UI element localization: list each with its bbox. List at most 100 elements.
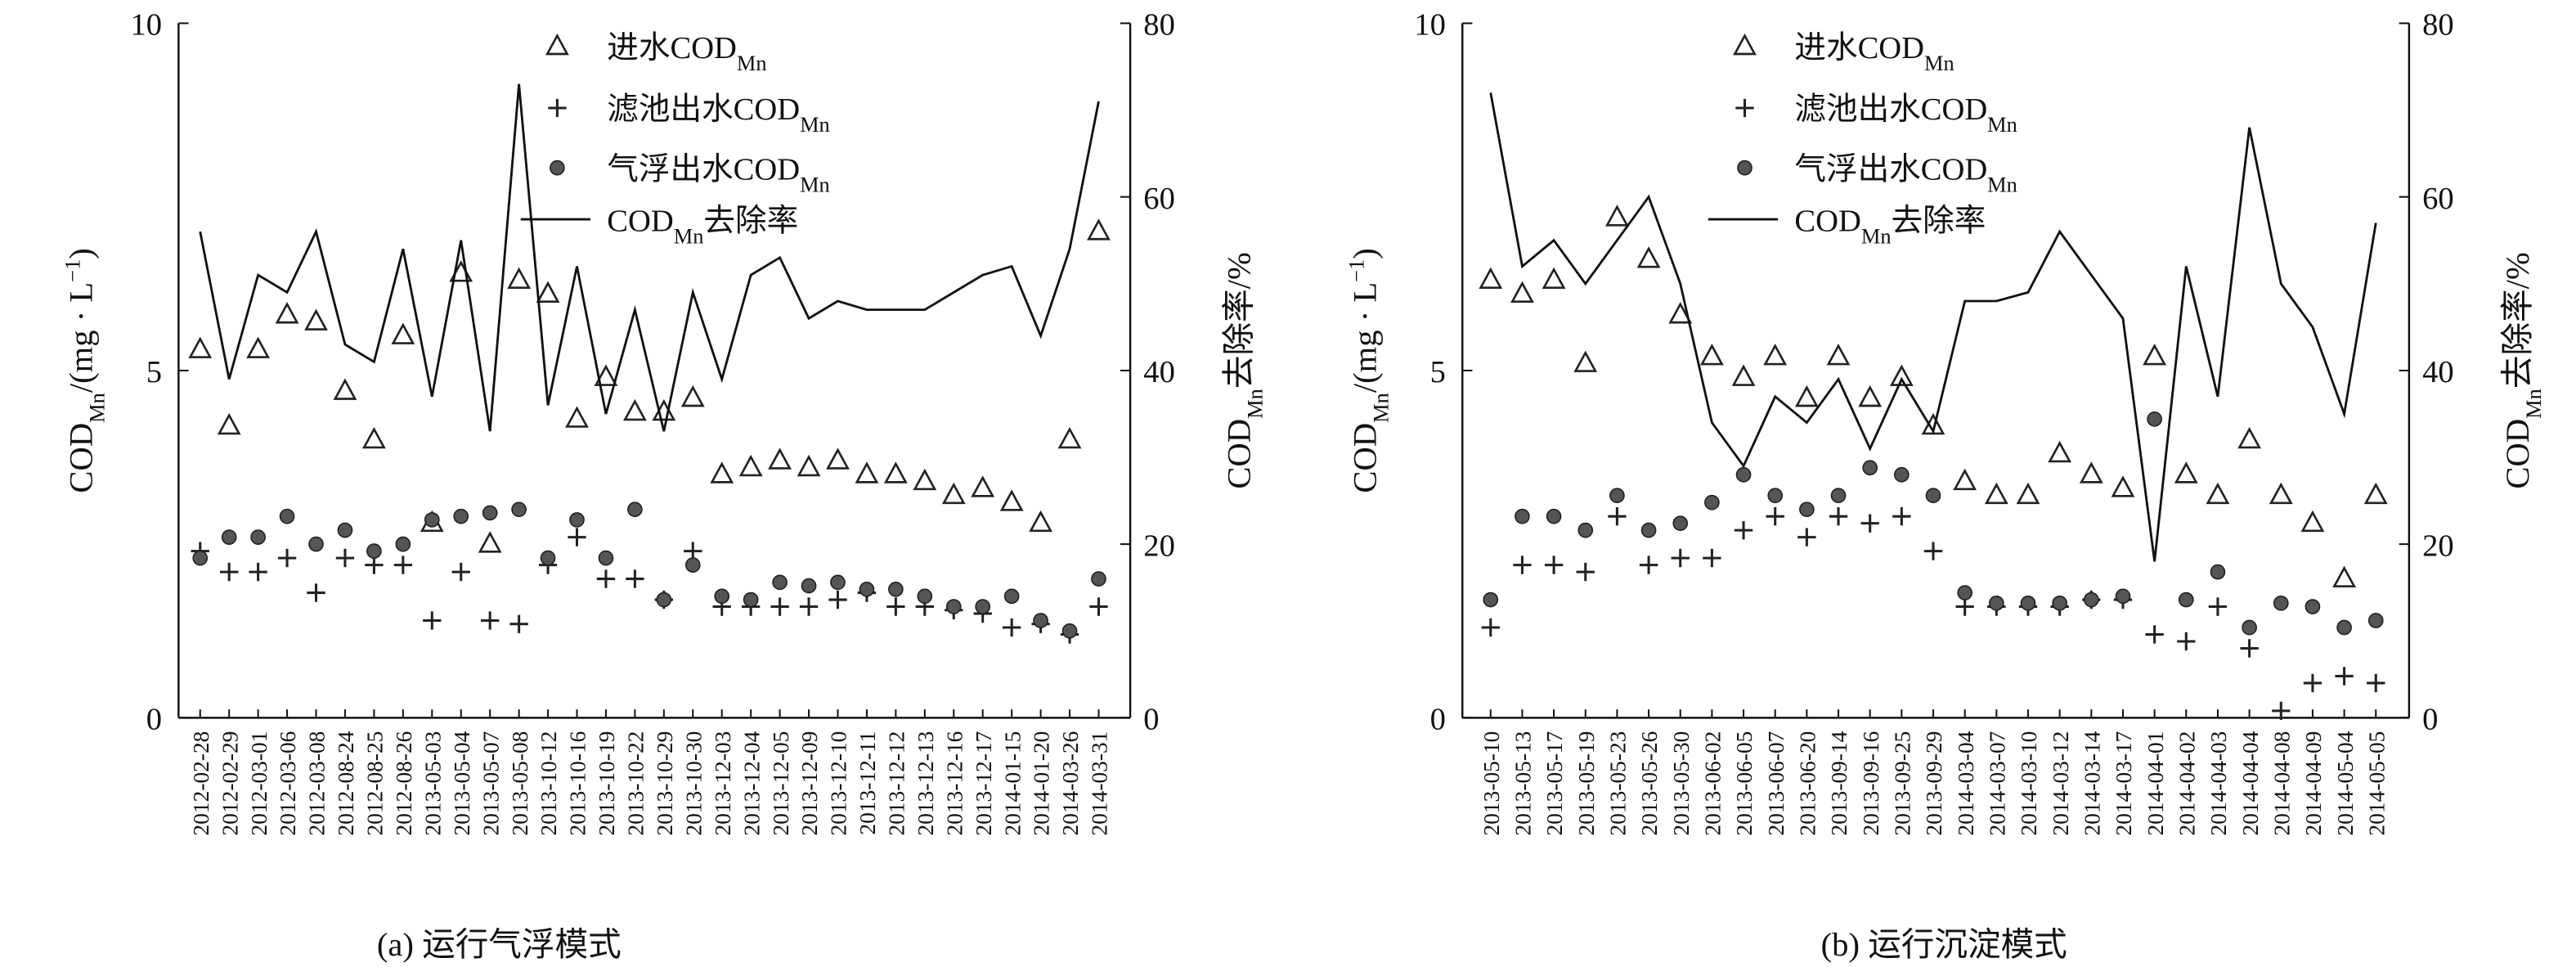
dot-marker: [2367, 613, 2384, 628]
plus-marker: [423, 611, 442, 630]
dot-marker: [308, 536, 324, 552]
dot-marker: [279, 508, 295, 524]
plus-marker: [1544, 555, 1564, 574]
plus-marker: [220, 562, 239, 582]
dot-marker: [2242, 619, 2257, 636]
text-part: /(mg · L: [63, 282, 100, 393]
text-part: Mn: [85, 393, 110, 423]
x-tick-label: 2013-05-07: [478, 731, 503, 836]
plus-marker: [307, 583, 325, 602]
dot-marker: [1483, 591, 1499, 608]
plus-marker: [799, 597, 819, 616]
triangle-marker: [883, 461, 908, 484]
dot-marker: [482, 505, 498, 521]
triangle-marker: [217, 412, 241, 435]
plus-marker: [1089, 597, 1108, 616]
dot-marker: [1609, 488, 1625, 504]
y-tick-label: 0: [1430, 703, 1446, 737]
plus-marker: [509, 614, 528, 633]
triangle-marker: [565, 406, 589, 428]
triangle-marker: [1763, 343, 1788, 366]
legend-label: 滤池出水CODMn: [607, 92, 829, 137]
dot-marker: [1577, 522, 1594, 538]
x-tick-label: 2014-03-17: [2112, 731, 2136, 836]
dot-marker: [1735, 466, 1752, 483]
dot-marker: [1799, 501, 1815, 518]
x-tick-label: 2013-05-17: [1542, 731, 1567, 836]
text-part: 滤池出水COD: [1794, 92, 1987, 127]
plus-marker: [2303, 673, 2322, 693]
x-tick-label: 2013-05-19: [1574, 731, 1599, 836]
triangle-marker: [2016, 482, 2040, 505]
y2-tick-label: 60: [2422, 182, 2454, 216]
dot-marker: [1988, 595, 2004, 611]
y2-axis-label: CODMn去除率/%: [1220, 252, 1267, 488]
plus-marker: [2208, 597, 2228, 616]
removal-rate-line: [1489, 92, 2377, 562]
dot-marker: [1957, 585, 1973, 600]
x-tick-label: 2012-02-28: [189, 731, 213, 836]
dot-marker: [627, 501, 643, 518]
dot-marker: [830, 574, 846, 591]
plus-marker: [2240, 639, 2259, 658]
text-part: COD: [1794, 204, 1860, 238]
x-tick-label: 2013-09-16: [1859, 731, 1883, 836]
plus-marker: [596, 569, 616, 588]
dot-marker: [859, 581, 875, 597]
caption: (b) 运行沉淀模式: [1821, 926, 2067, 963]
x-tick-label: 2013-05-08: [508, 731, 532, 836]
triangle-marker: [391, 322, 415, 344]
x-tick-label: 2014-04-09: [2301, 731, 2326, 836]
y-tick-label: 0: [146, 703, 162, 737]
x-tick-label: 2013-12-17: [972, 731, 996, 836]
x-tick-label: 2014-03-07: [1985, 731, 2009, 836]
x-tick-label: 2014-03-10: [2017, 731, 2041, 836]
triangle-marker: [2143, 343, 2167, 366]
dot-marker: [221, 529, 237, 545]
x-tick-label: 2013-05-10: [1479, 731, 1504, 836]
x-tick-label: 2014-03-04: [1954, 731, 1978, 835]
dot-marker: [1640, 522, 1657, 538]
y-tick-label: 10: [1414, 8, 1446, 43]
dot-marker: [2273, 595, 2289, 611]
text-part: Mn: [1924, 51, 1954, 75]
text-part: 气浮出水COD: [607, 152, 800, 187]
triangle-marker: [999, 489, 1024, 511]
y2-tick-label: 80: [1143, 8, 1175, 43]
plus-marker: [1955, 597, 1974, 616]
dot-marker: [337, 522, 353, 538]
x-tick-label: 2014-05-05: [2364, 731, 2389, 836]
x-tick-label: 2014-05-04: [2333, 731, 2358, 835]
x-tick-label: 2014-04-01: [2143, 731, 2168, 836]
triangle-marker: [768, 448, 792, 470]
text-part: 气浮出水COD: [1794, 152, 1987, 187]
plus-marker: [2335, 667, 2354, 686]
dot-marker: [772, 574, 788, 591]
triangle-marker: [2332, 565, 2356, 588]
text-part: ): [1347, 248, 1384, 259]
text-part: 去除率/%: [1220, 252, 1257, 389]
x-tick-label: 2013-10-29: [653, 731, 677, 836]
triangle-marker: [1510, 281, 1534, 303]
plus-marker: [1734, 520, 1753, 540]
dot-marker: [569, 512, 585, 528]
x-tick-label: 2013-09-25: [1891, 731, 1915, 836]
legend-label: 滤池出水CODMn: [1794, 92, 2017, 137]
dot-marker: [1061, 623, 1078, 639]
dot-marker: [2052, 595, 2067, 611]
plus-marker: [2145, 625, 2164, 644]
triangle-marker: [536, 281, 560, 303]
triangle-marker: [2079, 461, 2103, 484]
dot-marker: [1830, 488, 1847, 504]
dot-marker: [2020, 595, 2036, 611]
triangle-marker: [188, 336, 213, 358]
text-part: 滤池出水COD: [607, 92, 800, 127]
text-part: 进水COD: [1794, 31, 1924, 65]
x-tick-label: 2013-06-20: [1796, 731, 1820, 836]
plus-marker: [2177, 632, 2196, 651]
triangle-marker: [2269, 482, 2293, 505]
dot-marker: [1546, 508, 1562, 524]
text-part: Mn: [1369, 393, 1393, 423]
dot-marker: [366, 543, 382, 559]
x-tick-label: 2013-05-26: [1637, 731, 1662, 836]
